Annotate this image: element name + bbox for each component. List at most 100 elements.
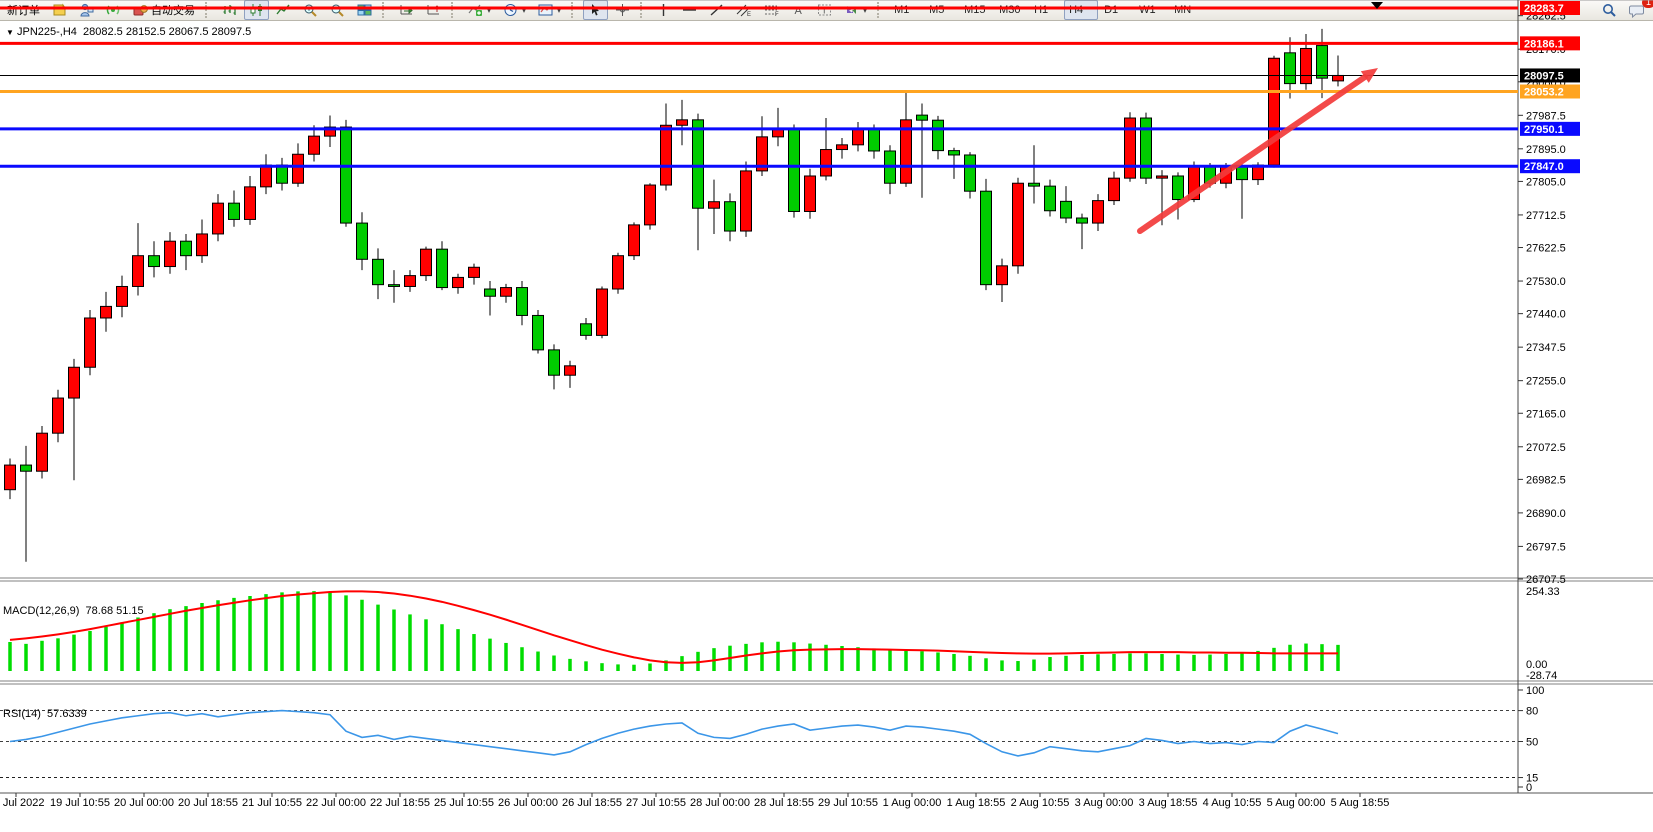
time-label: 21 Jul 10:55 [242,797,302,809]
candle-body [1108,177,1120,202]
candle-body [948,150,960,156]
candle-body [660,124,672,186]
rsi-tick-label: 80 [1526,706,1538,718]
candle-body [1172,175,1184,201]
candle-body [708,201,720,209]
text-tool-icon[interactable]: A [787,0,810,20]
candle-body [212,202,224,235]
candle-body [308,135,320,155]
candle-body [676,119,688,126]
macd-indicator-label: MACD(12,26,9) 78.68 51.15 [3,605,144,617]
candle-body [820,149,832,177]
candle-body [244,186,256,220]
price-tick-label: 27072.5 [1526,442,1566,454]
candle-body [900,119,912,184]
candle-body [548,349,560,376]
candle-body [292,153,304,184]
candle-body [852,128,864,146]
candle-body [340,126,352,224]
rsi-line [9,709,1339,757]
time-label: 19 Jul 10:55 [50,797,110,809]
price-tick-label: 27255.0 [1526,376,1566,388]
rsi-tick-label: 50 [1526,737,1538,749]
price-line-label: 27950.1 [1524,124,1564,136]
candle-body [164,240,176,268]
rsi-tick-label: 100 [1526,685,1544,697]
price-line-label-box [1520,121,1580,136]
chart-canvas[interactable]: 28262.528170.028080.027987.527895.027805… [0,0,1653,811]
price-line-label: 28283.7 [1524,3,1564,15]
fibonacci-tool-icon[interactable]: F [759,0,785,20]
svg-text:A: A [795,5,803,17]
horizontal-line-tool-icon[interactable] [677,0,702,20]
time-label: 5 Aug 00:00 [1267,797,1326,809]
candle-body [4,464,16,491]
chevron-down-icon: ▾ [557,5,562,15]
notification-badge: 1 [1641,0,1653,8]
candle-body [1236,166,1248,181]
time-label: 1 Aug 18:55 [947,797,1006,809]
macd-values: 78.68 51.15 [85,605,144,617]
trend-arrow-shaft[interactable] [1137,74,1368,234]
candle-body [724,201,736,232]
chevron-down-icon: ▾ [863,5,868,15]
chart-symbol-title: ▼ JPN225-,H4 28082.5 28152.5 28067.5 280… [6,26,251,38]
ohlc-values-label: 28082.5 28152.5 28067.5 28097.5 [83,26,252,38]
price-line-label-box [1520,1,1580,15]
chevron-down-icon: ▾ [487,5,492,15]
candle-body [420,248,432,277]
svg-text:F: F [775,12,779,17]
candle-body [644,184,656,226]
price-line-label-box [1520,68,1580,83]
time-label: 20 Jul 18:55 [178,797,238,809]
time-label: 25 Jul 10:55 [434,797,494,809]
symbol-period-label: JPN225-,H4 [16,26,77,38]
price-line-label-box [1520,36,1580,51]
time-label: 3 Aug 18:55 [1139,797,1198,809]
candle-body [372,258,384,286]
candle-body [916,114,928,121]
chart-shift-marker[interactable] [1371,2,1383,9]
price-tick-label: 27805.0 [1526,176,1566,188]
toolbar-grip [877,2,884,18]
candle-body [580,323,592,336]
notifications-button[interactable]: 1 [1624,0,1653,20]
trend-arrow-head[interactable] [1360,68,1378,83]
price-line-label: 28097.5 [1524,70,1564,82]
price-tick-label: 26890.0 [1526,508,1566,520]
search-icon[interactable] [1596,0,1622,20]
vertical-line-tool-icon[interactable] [652,0,675,20]
candle-body [612,255,624,290]
time-label: 2 Aug 10:55 [1011,797,1070,809]
time-label: 28 Jul 00:00 [690,797,750,809]
candle-body [1012,182,1024,267]
price-tick-label: 27530.0 [1526,276,1566,288]
candle-body [1092,200,1104,224]
toolbar-grip [640,2,647,18]
macd-name: MACD(12,26,9) [3,605,80,617]
price-line-label: 28186.1 [1524,38,1564,50]
candle-body [484,288,496,297]
price-line-label: 28053.2 [1524,87,1564,99]
time-label: 28 Jul 18:55 [754,797,814,809]
candle-body [388,284,400,287]
text-label-tool-icon[interactable]: T [812,0,837,20]
time-label: 20 Jul 00:00 [114,797,174,809]
candle-body [228,202,240,220]
macd-tick-label: 0.00 [1526,659,1547,671]
price-tick-label: 27622.5 [1526,243,1566,255]
candle-body [1156,175,1168,179]
rsi-tick-label: 0 [1526,782,1532,794]
timeframe-H4[interactable]: H4 [1064,0,1099,20]
time-label: 22 Jul 18:55 [370,797,430,809]
chevron-down-icon: ▾ [522,5,527,15]
candle-body [180,240,192,257]
candle-body [20,464,32,472]
macd-tick-label: -28.74 [1526,670,1557,682]
candle-body [100,305,112,319]
candle-body [132,255,144,287]
price-tick-label: 27987.5 [1526,110,1566,122]
candle-body [1300,47,1312,85]
candle-body [468,266,480,278]
time-label: 1 Aug 00:00 [883,797,942,809]
